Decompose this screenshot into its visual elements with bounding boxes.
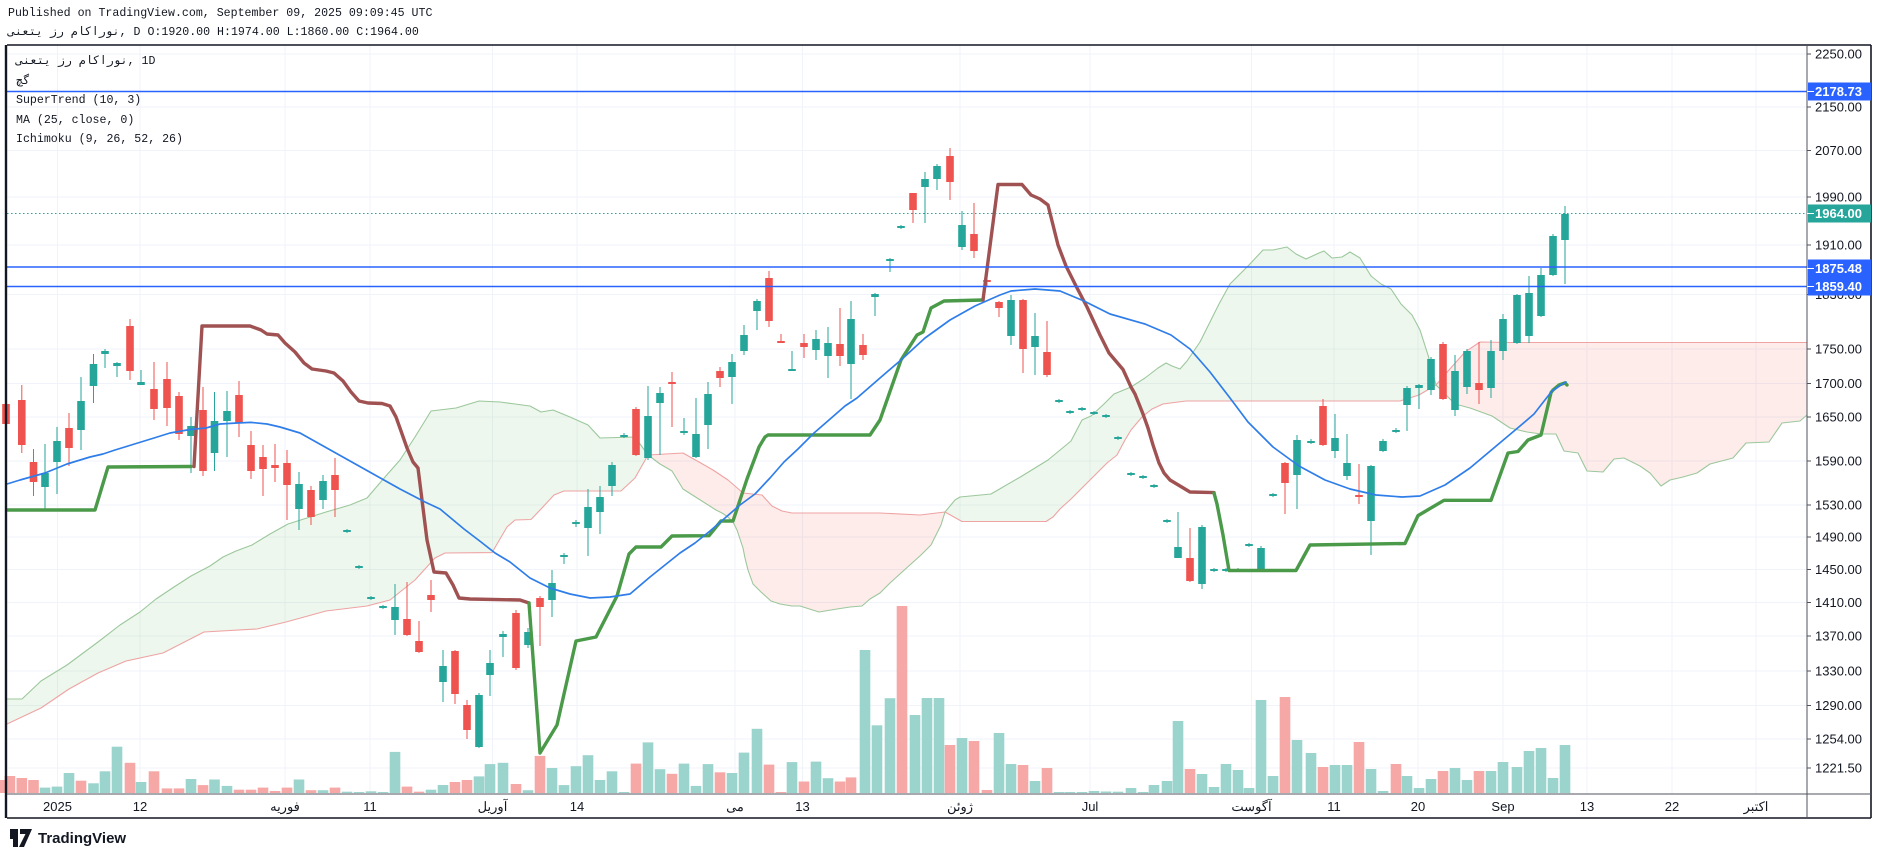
svg-text:2178.73: 2178.73 <box>1815 84 1862 99</box>
svg-text:1910.00: 1910.00 <box>1815 238 1862 253</box>
svg-text:Jul: Jul <box>1082 799 1099 814</box>
svg-text:14: 14 <box>570 799 584 814</box>
svg-text:1590.00: 1590.00 <box>1815 454 1862 469</box>
svg-text:Sep: Sep <box>1491 799 1514 814</box>
svg-text:ژوئن: ژوئن <box>947 799 973 815</box>
svg-text:13: 13 <box>1580 799 1594 814</box>
svg-text:11: 11 <box>363 799 377 814</box>
svg-text:13: 13 <box>795 799 809 814</box>
svg-text:آگوست: آگوست <box>1231 798 1273 815</box>
svg-text:1700.00: 1700.00 <box>1815 376 1862 391</box>
svg-text:2250.00: 2250.00 <box>1815 47 1862 62</box>
svg-text:1964.00: 1964.00 <box>1815 206 1862 221</box>
svg-text:1221.50: 1221.50 <box>1815 761 1862 776</box>
svg-text:1750.00: 1750.00 <box>1815 342 1862 357</box>
svg-text:1530.00: 1530.00 <box>1815 498 1862 513</box>
svg-text:2070.00: 2070.00 <box>1815 143 1862 158</box>
svg-text:1875.48: 1875.48 <box>1815 261 1862 276</box>
svg-text:11: 11 <box>1327 799 1341 814</box>
svg-text:1370.00: 1370.00 <box>1815 629 1862 644</box>
svg-text:12: 12 <box>133 799 147 814</box>
svg-text:22: 22 <box>1665 799 1679 814</box>
svg-text:آوريل: آوريل <box>478 798 509 815</box>
svg-text:1450.00: 1450.00 <box>1815 562 1862 577</box>
svg-text:1990.00: 1990.00 <box>1815 190 1862 205</box>
svg-text:20: 20 <box>1411 799 1425 814</box>
svg-text:1859.40: 1859.40 <box>1815 279 1862 294</box>
svg-text:1330.00: 1330.00 <box>1815 664 1862 679</box>
svg-text:فوريه: فوريه <box>270 799 300 815</box>
svg-text:1254.00: 1254.00 <box>1815 732 1862 747</box>
svg-text:1650.00: 1650.00 <box>1815 410 1862 425</box>
svg-text:2025: 2025 <box>43 799 72 814</box>
svg-text:2150.00: 2150.00 <box>1815 100 1862 115</box>
svg-text:1410.00: 1410.00 <box>1815 595 1862 610</box>
svg-text:می: می <box>726 799 744 814</box>
svg-text:1290.00: 1290.00 <box>1815 698 1862 713</box>
svg-text:اکتبر: اکتبر <box>1743 799 1769 815</box>
svg-text:TradingView: TradingView <box>38 830 126 847</box>
svg-text:1490.00: 1490.00 <box>1815 530 1862 545</box>
